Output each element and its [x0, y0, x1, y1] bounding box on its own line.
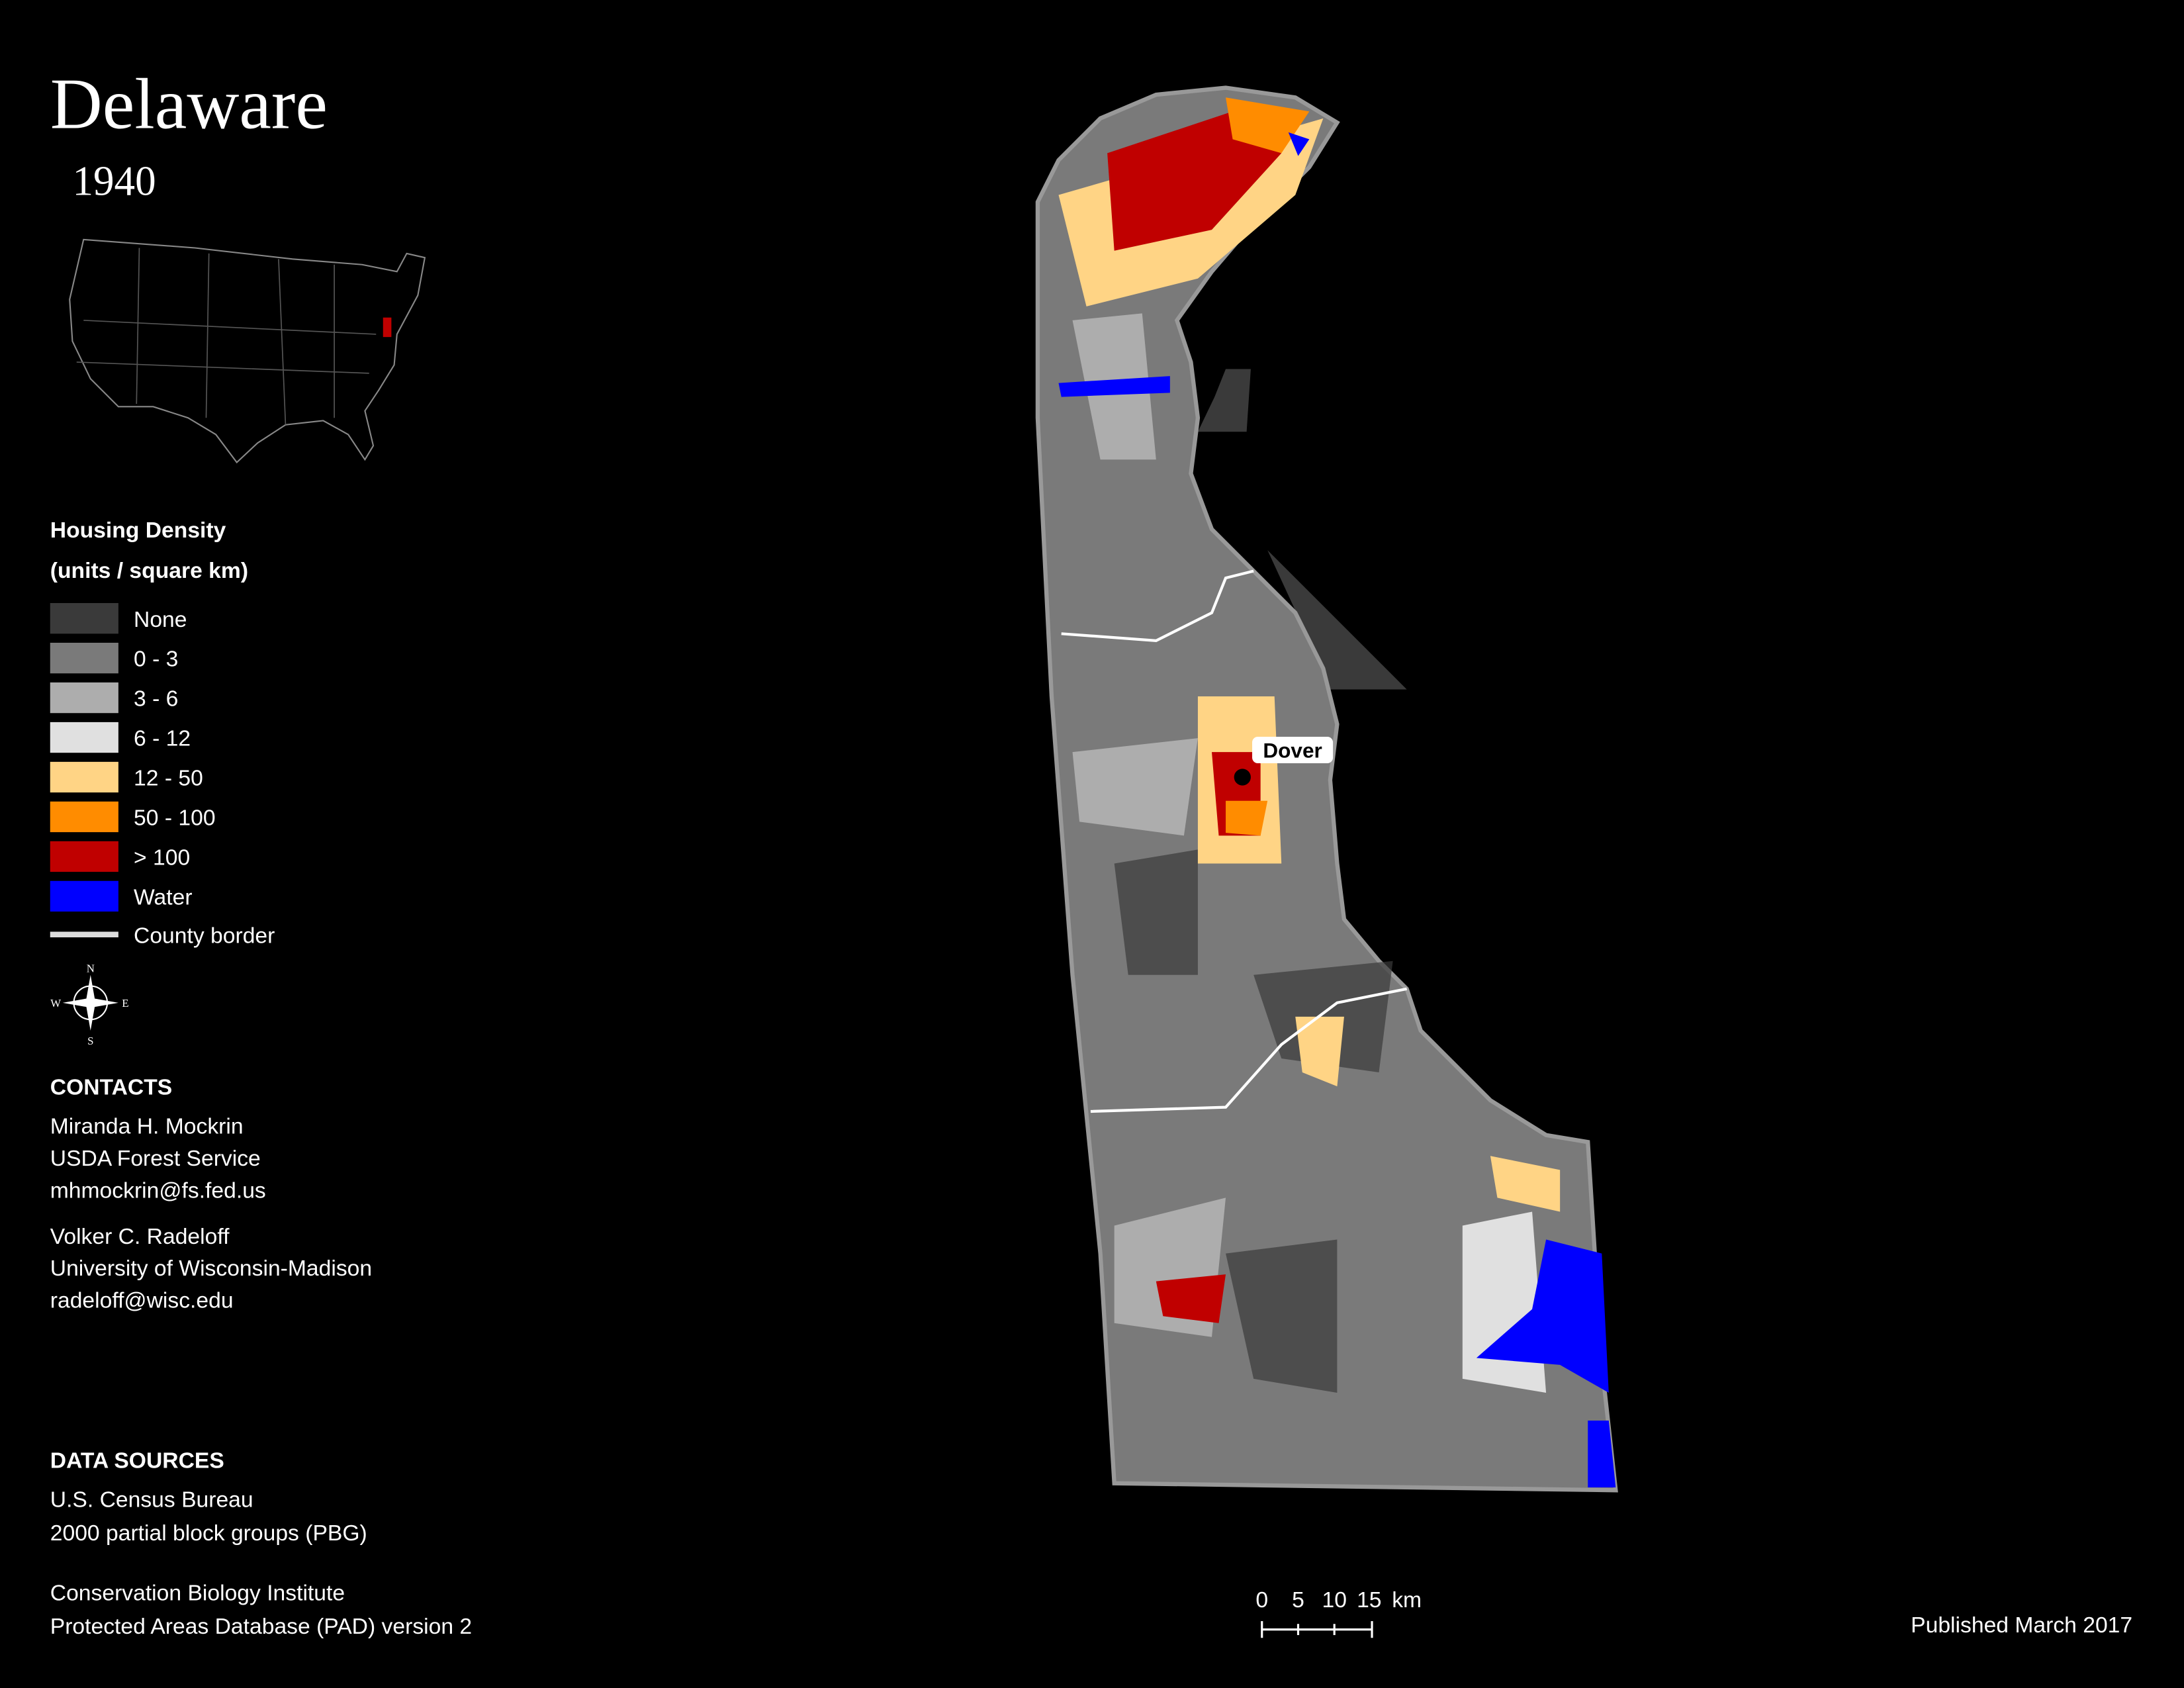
legend-swatch	[50, 722, 118, 753]
scale-label: 5	[1292, 1588, 1304, 1613]
legend-label: 0 - 3	[134, 647, 178, 672]
delaware-map: Dover	[1035, 85, 1618, 1493]
legend-title: Housing Density	[50, 518, 226, 543]
compass-s: S	[87, 1035, 93, 1047]
legend-swatch	[50, 841, 118, 872]
county-border	[1061, 569, 1254, 642]
legend-label: 50 - 100	[134, 806, 216, 831]
inset-highlight	[383, 317, 392, 338]
city-label-bg	[1252, 736, 1334, 763]
legend-label: Water	[134, 886, 193, 910]
source-line: 2000 partial block groups (PBG)	[50, 1521, 367, 1546]
published: Published March 2017	[1911, 1613, 2132, 1638]
us-inset-states	[76, 248, 377, 425]
city-label: Dover	[1263, 739, 1322, 763]
legend-label: 12 - 50	[134, 767, 203, 791]
contacts-heading: CONTACTS	[50, 1076, 172, 1100]
source-line: U.S. Census Bureau	[50, 1487, 253, 1512]
source-line: Conservation Biology Institute	[50, 1581, 345, 1605]
legend-label: 3 - 6	[134, 687, 178, 712]
legend-swatch	[50, 603, 118, 634]
compass: N E S W	[50, 962, 128, 1047]
legend-swatch	[50, 682, 118, 714]
title: Delaware	[50, 64, 328, 144]
scale-label: 10	[1322, 1588, 1346, 1613]
legend-label: None	[134, 608, 187, 632]
legend-swatch	[50, 801, 118, 833]
legend-label: > 100	[134, 846, 190, 870]
contact-line: Miranda H. Mockrin	[50, 1115, 244, 1139]
compass-e: E	[122, 997, 128, 1009]
density-patches	[1058, 97, 1616, 1488]
contact-line: University of Wisconsin-Madison	[50, 1256, 372, 1281]
compass-n: N	[87, 962, 95, 975]
contact-line: mhmockrin@fs.fed.us	[50, 1178, 266, 1203]
legend-label: County border	[134, 923, 275, 948]
county-border	[1090, 987, 1408, 1113]
contact-line: Volker C. Radeloff	[50, 1225, 230, 1249]
year: 1940	[72, 158, 156, 205]
contacts: Miranda H. Mockrin USDA Forest Service mhm…	[50, 1115, 372, 1313]
scale-unit: km	[1392, 1588, 1422, 1613]
us-inset	[69, 238, 426, 464]
state-outline	[1035, 85, 1618, 1493]
scale-label: 0	[1255, 1588, 1268, 1613]
legend-subtitle: (units / square km)	[50, 559, 248, 583]
data-sources: U.S. Census Bureau 2000 partial block gro…	[50, 1487, 472, 1638]
legend-swatch	[50, 761, 118, 793]
contact-line: USDA Forest Service	[50, 1147, 261, 1171]
neighbor-land	[1197, 369, 1251, 432]
contact-line: radeloff@wisc.edu	[50, 1289, 234, 1313]
scale-label: 15	[1357, 1588, 1381, 1613]
legend-label: 6 - 12	[134, 727, 191, 751]
compass-w: W	[50, 997, 61, 1009]
city-marker	[1234, 769, 1251, 786]
source-line: Protected Areas Database (PAD) version 2	[50, 1615, 472, 1639]
scale-bar: km 0 5 10 15	[1255, 1588, 1422, 1638]
sources-heading: DATA SOURCES	[50, 1449, 224, 1474]
legend-swatch	[50, 642, 118, 674]
legend-swatch	[50, 880, 118, 912]
legend: None 0 - 3 3 - 6 6 - 12 12 - 50 50 - 100 > 100…	[50, 603, 216, 912]
